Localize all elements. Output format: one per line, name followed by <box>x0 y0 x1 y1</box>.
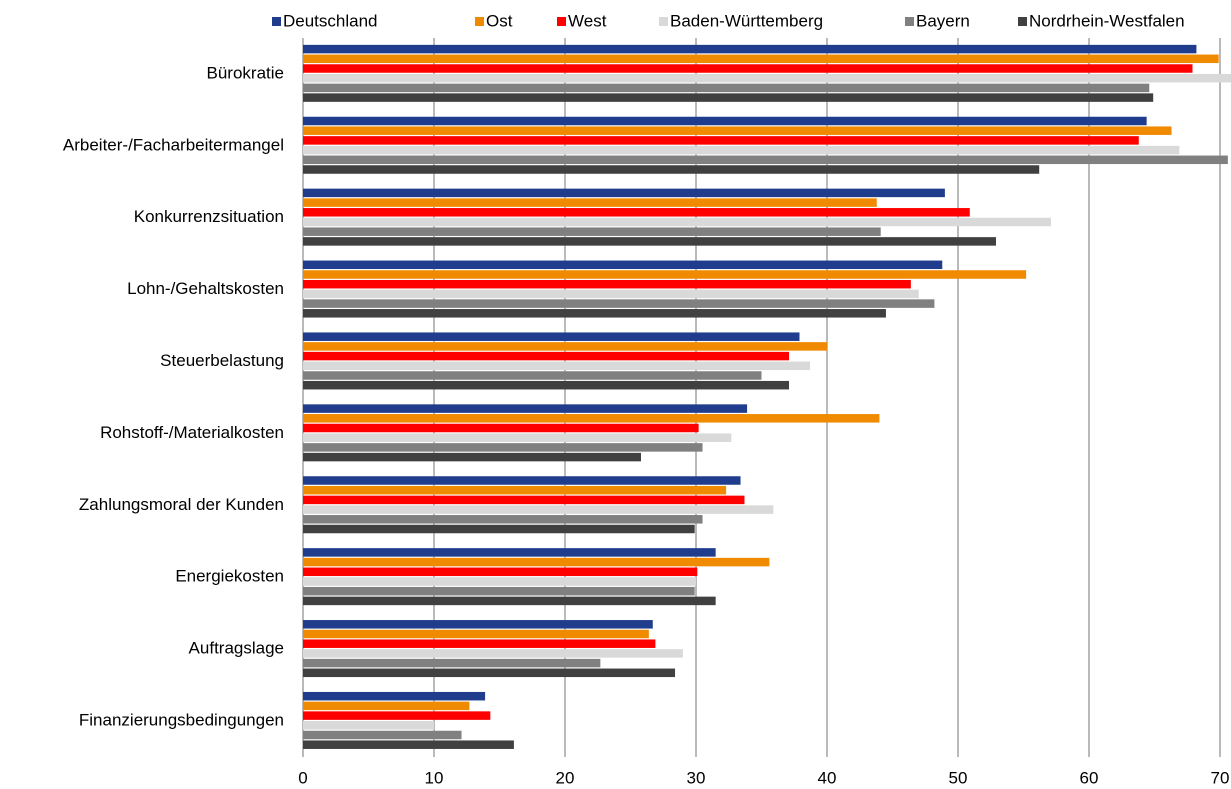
legend-item: West <box>557 11 607 30</box>
x-tick-label: 30 <box>687 768 706 787</box>
bar <box>303 237 996 246</box>
bar <box>303 515 703 524</box>
legend-label: Bayern <box>916 11 970 30</box>
legend-label: Ost <box>486 11 513 30</box>
bar <box>303 740 514 749</box>
legend-swatch <box>905 17 914 26</box>
legend-label: West <box>568 11 607 30</box>
bar <box>303 586 695 596</box>
bar <box>303 145 1180 155</box>
x-tick-label: 60 <box>1080 768 1099 787</box>
bar <box>303 658 601 668</box>
y-tick-label: Rohstoff-/Materialkosten <box>100 423 284 442</box>
legend-swatch <box>475 17 484 26</box>
bar <box>303 668 676 678</box>
y-tick-label: Lohn-/Gehaltskosten <box>127 279 284 298</box>
y-tick-label: Arbeiter-/Facharbeitermangel <box>63 135 284 154</box>
bar <box>303 721 434 730</box>
bar <box>303 596 716 606</box>
legend-item: Bayern <box>905 11 970 30</box>
bar <box>303 83 1150 93</box>
bar <box>303 495 745 505</box>
legend-label: Nordrhein-Westfalen <box>1029 11 1185 30</box>
x-tick-label: 70 <box>1211 768 1230 787</box>
y-tick-label: Bürokratie <box>207 63 284 82</box>
y-tick-label: Zahlungsmoral der Kunden <box>79 495 284 514</box>
legend-label: Baden-Württemberg <box>670 11 823 30</box>
y-tick-label: Auftragslage <box>189 639 284 658</box>
y-tick-label: Finanzierungsbedingungen <box>79 711 284 730</box>
bar <box>303 380 790 390</box>
bar <box>303 165 1040 174</box>
bar <box>303 188 945 198</box>
bar <box>303 443 703 452</box>
bar <box>303 64 1193 73</box>
bar <box>303 208 970 217</box>
bar <box>303 414 880 423</box>
bar <box>303 116 1147 126</box>
bar <box>303 371 762 380</box>
bar <box>303 227 881 236</box>
bar <box>303 476 741 485</box>
legend-item: Nordrhein-Westfalen <box>1018 11 1185 30</box>
legend-swatch <box>1018 17 1027 26</box>
bar <box>303 404 748 413</box>
bar <box>303 649 683 658</box>
bar <box>303 126 1172 135</box>
bar <box>303 485 727 495</box>
bar <box>303 629 649 639</box>
legend-swatch <box>659 17 668 26</box>
bar <box>303 691 486 701</box>
bar <box>303 93 1154 102</box>
x-tick-label: 40 <box>818 768 837 787</box>
legend-swatch <box>272 17 281 26</box>
bar <box>303 548 716 557</box>
bar <box>303 155 1228 165</box>
x-tick-label: 50 <box>949 768 968 787</box>
x-tick-label: 20 <box>556 768 575 787</box>
bar <box>303 309 886 318</box>
bar <box>303 701 470 711</box>
legend-item: Ost <box>475 11 513 30</box>
bar <box>303 332 800 341</box>
bar <box>303 44 1197 54</box>
bar <box>303 279 911 289</box>
bar <box>303 433 732 442</box>
legend-item: Deutschland <box>272 11 378 30</box>
bar <box>303 73 1231 83</box>
bar <box>303 342 827 351</box>
bar <box>303 711 491 720</box>
bar <box>303 136 1139 145</box>
bar <box>303 270 1027 279</box>
x-tick-label: 10 <box>425 768 444 787</box>
bar <box>303 217 1052 227</box>
bar <box>303 260 943 270</box>
bar <box>303 198 877 207</box>
y-tick-label: Konkurrenzsituation <box>134 207 284 226</box>
bar <box>303 557 770 567</box>
legend-swatch <box>557 17 566 26</box>
y-tick-label: Steuerbelastung <box>160 351 284 370</box>
bar <box>303 730 462 740</box>
legend-item: Baden-Württemberg <box>659 11 823 30</box>
x-tick-label: 0 <box>298 768 307 787</box>
bar <box>303 361 810 371</box>
bar <box>303 299 935 308</box>
bar <box>303 351 790 361</box>
bar <box>303 289 919 299</box>
bar <box>303 452 641 462</box>
bar <box>303 423 699 433</box>
bar <box>303 639 656 648</box>
bar <box>303 524 695 534</box>
y-tick-label: Energiekosten <box>175 567 284 586</box>
bar <box>303 54 1219 64</box>
bar <box>303 577 696 586</box>
bar <box>303 567 698 577</box>
bar <box>303 505 774 514</box>
legend-label: Deutschland <box>283 11 378 30</box>
bar <box>303 620 653 629</box>
